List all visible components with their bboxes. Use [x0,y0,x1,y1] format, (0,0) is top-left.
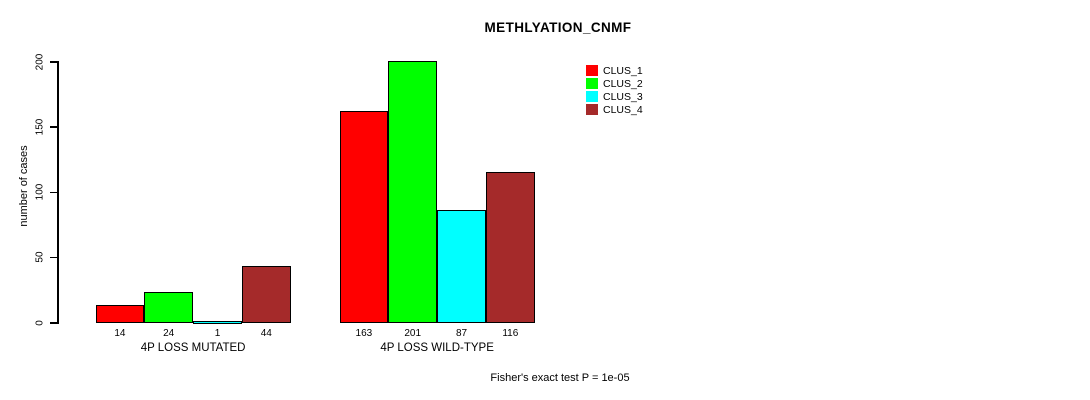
legend-item-clus_2: CLUS_2 [586,77,643,90]
bar-value-label: 1 [214,328,221,339]
legend-label: CLUS_4 [603,103,643,116]
bar-clus_3-wild-type [437,209,486,324]
legend-swatch-clus_4 [586,104,598,115]
y-axis-tick-label: 100 [34,183,46,201]
x-category-label: 4P LOSS WILD-TYPE [380,342,494,354]
legend-swatch-clus_1 [586,65,598,76]
bar-clus_3-mutated [193,320,242,324]
bar-clus_4-wild-type [485,172,535,324]
bar-value-label: 87 [455,328,468,339]
y-axis-tick [50,61,57,63]
bar-value-label: 24 [163,328,175,339]
bar-value-label: 44 [260,328,272,339]
legend-label: CLUS_3 [603,90,643,103]
bar-clus_4-mutated [241,266,291,324]
y-axis-tick-label: 50 [34,251,46,263]
y-axis-tick [50,322,57,324]
legend-item-clus_4: CLUS_4 [586,103,643,116]
chart-title: METHLYATION_CNMF [484,20,632,35]
legend-label: CLUS_2 [603,77,643,90]
legend-swatch-clus_3 [586,91,598,102]
x-category-label: 4P LOSS MUTATED [140,342,246,354]
y-axis-tick [50,256,57,259]
bar-value-label: 116 [502,328,519,339]
legend-item-clus_1: CLUS_1 [586,64,643,77]
y-axis-line [57,61,59,324]
y-axis-tick [50,126,57,128]
legend-label: CLUS_1 [603,64,643,77]
bar-clus_1-wild-type [339,110,389,324]
legend-item-clus_3: CLUS_3 [586,90,643,103]
y-axis-tick-label: 0 [34,319,46,326]
bar-value-label: 201 [404,328,422,339]
y-axis-tick [50,191,57,193]
bar-value-label: 14 [114,328,126,339]
y-axis-tick-label: 150 [34,118,46,136]
legend: CLUS_1 CLUS_2 CLUS_3 CLUS_4 [586,64,643,116]
legend-swatch-clus_2 [586,78,598,89]
bar-value-label: 163 [355,328,373,339]
fisher-test-annotation: Fisher's exact test P = 1e-05 [490,372,630,384]
y-axis-tick-label: 200 [34,53,46,70]
bar-clus_2-mutated [144,292,194,324]
bar-clus_1-mutated [95,305,145,324]
bar-clus_2-wild-type [388,61,438,324]
